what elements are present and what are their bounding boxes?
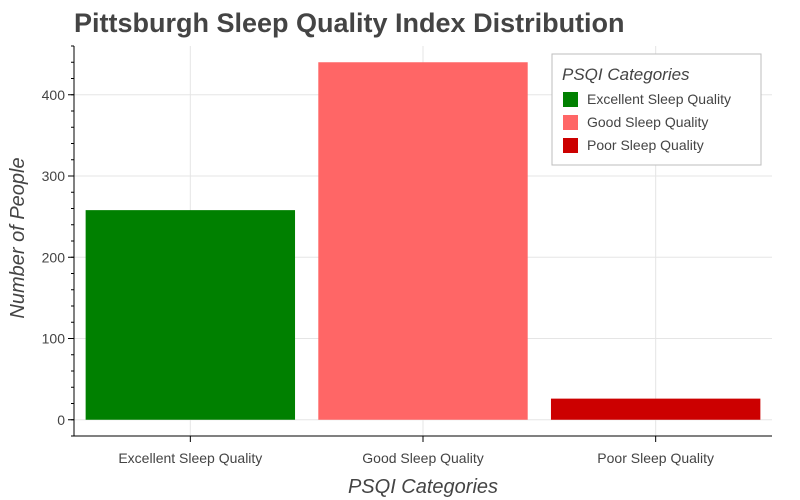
legend: PSQI Categories Excellent Sleep Quality G… — [551, 53, 762, 166]
y-axis-label: Number of People — [7, 157, 29, 318]
bars — [85, 62, 761, 420]
y-tick-label: 0 — [57, 412, 65, 428]
x-axis-ticks: Excellent Sleep Quality Good Sleep Qualit… — [118, 436, 714, 466]
y-tick-label: 300 — [42, 168, 66, 184]
legend-swatch-3 — [563, 138, 578, 153]
y-axis-ticks: 0 100 200 300 400 — [42, 45, 74, 437]
bar-2 — [318, 62, 528, 420]
legend-label-3: Poor Sleep Quality — [587, 137, 704, 153]
x-axis-label: PSQI Categories — [348, 476, 498, 498]
legend-swatch-2 — [563, 115, 578, 130]
y-tick-label: 100 — [42, 331, 66, 347]
legend-title: PSQI Categories — [562, 65, 690, 84]
legend-label-2: Good Sleep Quality — [587, 114, 708, 130]
chart-title: Pittsburgh Sleep Quality Index Distribut… — [74, 8, 625, 38]
legend-label-1: Excellent Sleep Quality — [587, 91, 731, 107]
bar-1 — [85, 210, 296, 420]
x-tick-label: Poor Sleep Quality — [597, 450, 714, 466]
x-tick-label: Good Sleep Quality — [362, 450, 483, 466]
y-tick-label: 200 — [42, 249, 66, 265]
legend-box — [551, 53, 762, 166]
bar-3 — [550, 398, 761, 420]
legend-swatch-1 — [563, 92, 578, 107]
x-tick-label: Excellent Sleep Quality — [118, 450, 262, 466]
y-tick-label: 400 — [42, 87, 66, 103]
legend-entries: Excellent Sleep Quality Good Sleep Qualit… — [563, 91, 731, 153]
